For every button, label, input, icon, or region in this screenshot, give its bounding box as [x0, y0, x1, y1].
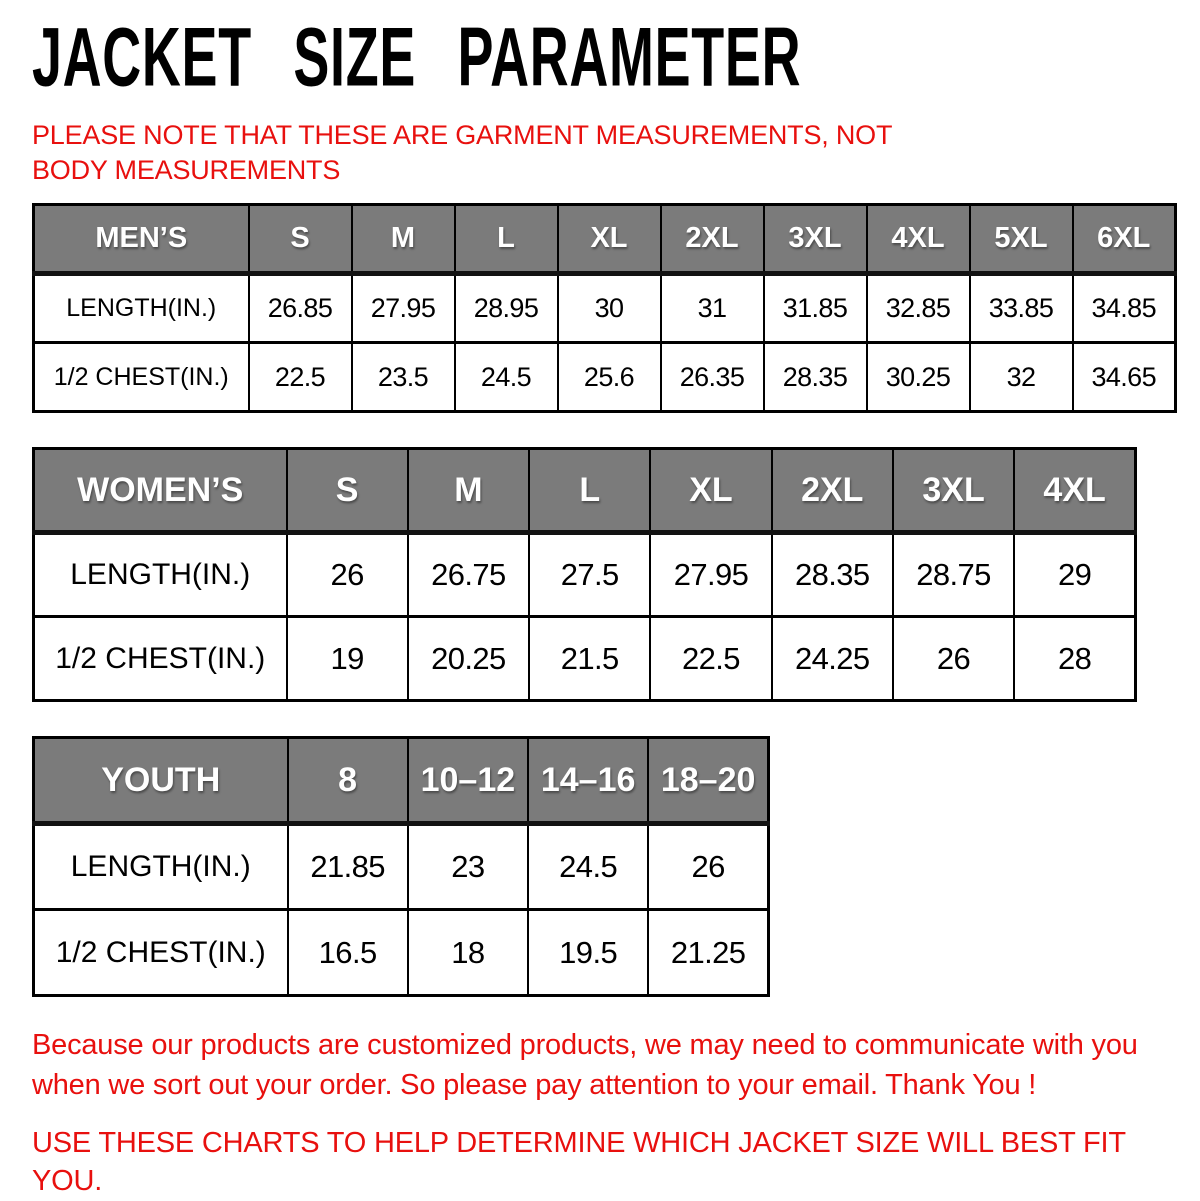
youth-value-cell: 26	[647, 822, 770, 912]
womens-value-cell: 28.35	[770, 531, 894, 619]
mens-value-cell: 28.35	[762, 341, 868, 413]
womens-value-cell: 26	[891, 615, 1016, 702]
youth-value-cell: 18	[406, 908, 530, 997]
mens-row-label: 1/2 CHEST(IN.)	[32, 341, 250, 413]
customization-contact-note: Because our products are customized prod…	[32, 1029, 1138, 1102]
womens-value-cell: 27.5	[528, 531, 652, 619]
youth-group-label: YOUTH	[32, 736, 289, 827]
womens-size-table: WOMEN’S S M L XL 2XL 3XL 4XL LENGTH(IN.) 26 26.75 2…	[32, 447, 1137, 703]
youth-value-cell: 24.5	[526, 822, 650, 912]
mens-value-cell: 25.6	[556, 341, 662, 413]
mens-size-table: MEN’S S M L XL 2XL 3XL 4XL 5XL 6XL LENGTH(IN.) 26.8…	[32, 203, 1177, 414]
womens-measure-row: LENGTH(IN.) 26 26.75 27.5 27.95 28.35 28.75 29	[32, 531, 1137, 619]
chart-usage-note: USE THESE CHARTS TO HELP DETERMINE WHICH…	[32, 1127, 1126, 1197]
mens-size-header: 2XL	[659, 203, 765, 277]
mens-value-cell: 24.5	[453, 341, 559, 413]
mens-value-cell: 26.85	[247, 272, 353, 345]
mens-value-cell: 27.95	[350, 272, 456, 345]
mens-value-cell: 33.85	[968, 272, 1074, 345]
womens-value-cell: 24.25	[770, 615, 894, 702]
mens-value-cell: 30	[556, 272, 662, 345]
youth-size-table: YOUTH 8 10–12 14–16 18–20 LENGTH(IN.) 21.85 23 2…	[32, 736, 770, 998]
mens-value-cell: 26.35	[659, 341, 765, 413]
mens-size-header: L	[453, 203, 559, 277]
mens-value-cell: 32	[968, 341, 1074, 413]
youth-row-label: LENGTH(IN.)	[32, 822, 289, 912]
mens-size-header: S	[247, 203, 353, 277]
womens-value-cell: 28	[1013, 615, 1137, 702]
mens-size-header: XL	[556, 203, 662, 277]
mens-value-cell: 23.5	[350, 341, 456, 413]
mens-size-header: 6XL	[1071, 203, 1177, 277]
mens-value-cell: 22.5	[247, 341, 353, 413]
mens-value-cell: 34.65	[1071, 341, 1177, 413]
youth-value-cell: 16.5	[286, 908, 409, 997]
mens-value-cell: 34.85	[1071, 272, 1177, 345]
womens-value-cell: 28.75	[891, 531, 1016, 619]
mens-measure-row: LENGTH(IN.) 26.85 27.95 28.95 30 31 31.85 32.85…	[32, 272, 1177, 345]
womens-value-cell: 27.95	[649, 531, 773, 619]
womens-size-header: M	[406, 447, 531, 536]
womens-row-label: 1/2 CHEST(IN.)	[32, 615, 288, 702]
womens-size-header: XL	[649, 447, 773, 536]
garment-measurement-note: PLEASE NOTE THAT THESE ARE GARMENT MEASU…	[32, 120, 892, 185]
youth-measure-row: 1/2 CHEST(IN.) 16.5 18 19.5 21.25	[32, 908, 770, 997]
womens-value-cell: 20.25	[406, 615, 531, 702]
womens-value-cell: 26.75	[406, 531, 531, 619]
mens-size-header: 3XL	[762, 203, 868, 277]
mens-size-header: 5XL	[968, 203, 1074, 277]
mens-measure-row: 1/2 CHEST(IN.) 22.5 23.5 24.5 25.6 26.35 28.35…	[32, 341, 1177, 413]
womens-value-cell: 26	[285, 531, 409, 619]
womens-group-label: WOMEN’S	[32, 447, 288, 536]
mens-value-cell: 32.85	[865, 272, 971, 345]
mens-value-cell: 30.25	[865, 341, 971, 413]
womens-row-label: LENGTH(IN.)	[32, 531, 288, 619]
womens-measure-row: 1/2 CHEST(IN.) 19 20.25 21.5 22.5 24.25 26 28	[32, 615, 1137, 702]
youth-value-cell: 19.5	[526, 908, 650, 997]
youth-size-header: 8	[286, 736, 409, 827]
youth-value-cell: 23	[406, 822, 530, 912]
womens-size-header: S	[285, 447, 409, 536]
mens-value-cell: 31	[659, 272, 765, 345]
mens-header-row: MEN’S S M L XL 2XL 3XL 4XL 5XL 6XL	[32, 203, 1177, 277]
womens-size-header: 3XL	[891, 447, 1016, 536]
youth-row-label: 1/2 CHEST(IN.)	[32, 908, 289, 997]
youth-measure-row: LENGTH(IN.) 21.85 23 24.5 26	[32, 822, 770, 912]
mens-group-label: MEN’S	[32, 203, 250, 277]
youth-size-header: 14–16	[526, 736, 650, 827]
size-tables-container: MEN’S S M L XL 2XL 3XL 4XL 5XL 6XL LENGTH(IN.) 26.8…	[32, 203, 1185, 998]
youth-size-header: 10–12	[406, 736, 530, 827]
page-title: JACKET SIZE PARAMETER	[32, 14, 1185, 102]
womens-value-cell: 19	[285, 615, 409, 702]
womens-value-cell: 22.5	[649, 615, 773, 702]
womens-size-header: L	[528, 447, 652, 536]
mens-size-header: M	[350, 203, 456, 277]
youth-size-header: 18–20	[647, 736, 770, 827]
womens-value-cell: 29	[1013, 531, 1137, 619]
page-title-text: JACKET SIZE PARAMETER	[32, 11, 802, 104]
womens-header-row: WOMEN’S S M L XL 2XL 3XL 4XL	[32, 447, 1137, 536]
youth-value-cell: 21.25	[647, 908, 770, 997]
womens-size-header: 4XL	[1013, 447, 1137, 536]
mens-row-label: LENGTH(IN.)	[32, 272, 250, 345]
youth-header-row: YOUTH 8 10–12 14–16 18–20	[32, 736, 770, 827]
womens-value-cell: 21.5	[528, 615, 652, 702]
womens-size-header: 2XL	[770, 447, 894, 536]
mens-value-cell: 28.95	[453, 272, 559, 345]
mens-size-header: 4XL	[865, 203, 971, 277]
youth-value-cell: 21.85	[286, 822, 409, 912]
mens-value-cell: 31.85	[762, 272, 868, 345]
